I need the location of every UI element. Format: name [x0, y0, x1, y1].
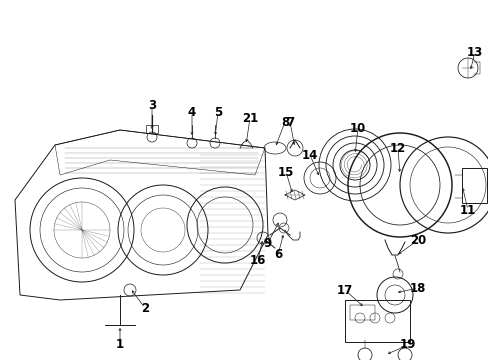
Bar [349, 305, 374, 320]
Text: 19: 19 [399, 338, 415, 351]
Text: 5: 5 [213, 105, 222, 118]
Bar [461, 168, 486, 203]
Text: 7: 7 [285, 116, 293, 129]
Text: 8: 8 [280, 116, 288, 129]
Text: 12: 12 [389, 141, 406, 154]
Text: 14: 14 [301, 149, 318, 162]
Text: 21: 21 [242, 112, 258, 125]
Text: 4: 4 [187, 105, 196, 118]
Text: 3: 3 [148, 99, 156, 112]
Bar [146, 125, 158, 133]
Text: 6: 6 [273, 248, 282, 261]
Text: 2: 2 [141, 302, 149, 315]
Text: 9: 9 [264, 237, 271, 249]
Bar [345, 300, 409, 342]
Text: 13: 13 [466, 45, 482, 59]
Text: 1: 1 [116, 338, 124, 351]
Text: 15: 15 [277, 166, 294, 179]
Text: 16: 16 [249, 253, 265, 266]
Text: 18: 18 [409, 282, 426, 294]
Text: 10: 10 [349, 122, 366, 135]
Text: 20: 20 [409, 234, 425, 247]
Text: 11: 11 [459, 203, 475, 216]
Text: 17: 17 [336, 284, 352, 297]
